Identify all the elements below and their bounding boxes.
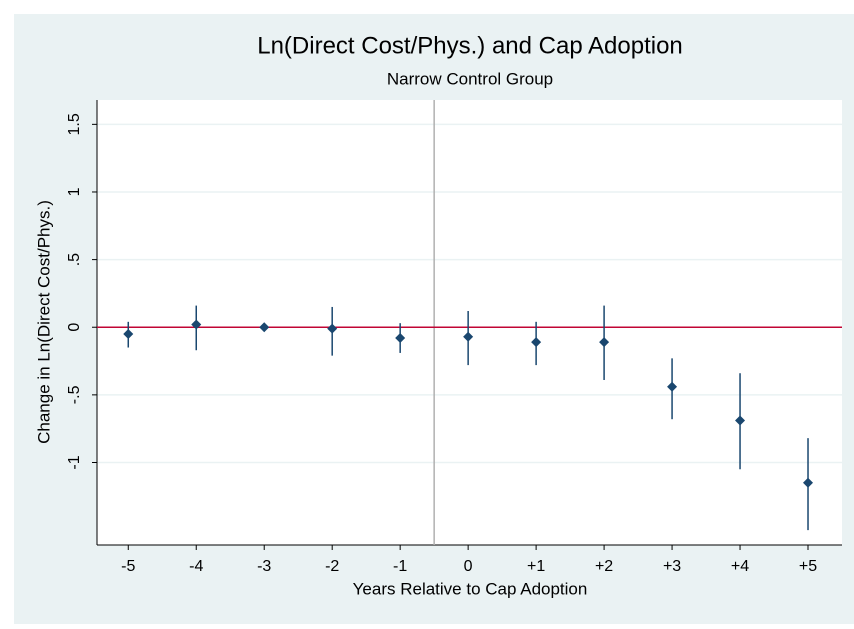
x-tick-label: +3 — [663, 558, 681, 575]
point — [531, 337, 542, 348]
x-tick-label: 0 — [464, 558, 473, 575]
point — [191, 319, 202, 330]
y-axis-label: Change in Ln(Direct Cost/Phys.) — [34, 200, 53, 444]
y-tick-label: -1 — [66, 455, 83, 469]
x-tick-label: -1 — [393, 558, 407, 575]
point — [327, 323, 338, 334]
point — [259, 322, 270, 333]
point — [463, 331, 474, 342]
y-tick-label: -.5 — [66, 385, 83, 404]
y-tick-label: 1.5 — [66, 113, 83, 135]
y-tick-label: 1 — [66, 187, 83, 196]
x-tick-label: +1 — [527, 558, 545, 575]
x-axis-label: Years Relative to Cap Adoption — [353, 579, 588, 598]
plot-region — [97, 100, 842, 545]
x-tick-label: +5 — [799, 558, 817, 575]
x-tick-label: -5 — [121, 558, 135, 575]
chart-subtitle: Narrow Control Group — [387, 69, 553, 88]
y-tick-label: .5 — [66, 253, 83, 266]
point — [667, 381, 678, 392]
point — [599, 337, 610, 348]
point — [395, 333, 406, 344]
chart-title: Ln(Direct Cost/Phys.) and Cap Adoption — [257, 32, 683, 59]
point — [123, 328, 134, 339]
point — [803, 477, 814, 488]
x-tick-label: -3 — [257, 558, 271, 575]
x-tick-label: +4 — [731, 558, 749, 575]
x-tick-label: +2 — [595, 558, 613, 575]
point — [735, 415, 746, 426]
x-tick-label: -2 — [325, 558, 339, 575]
x-tick-label: -4 — [189, 558, 203, 575]
y-tick-label: 0 — [66, 323, 83, 332]
